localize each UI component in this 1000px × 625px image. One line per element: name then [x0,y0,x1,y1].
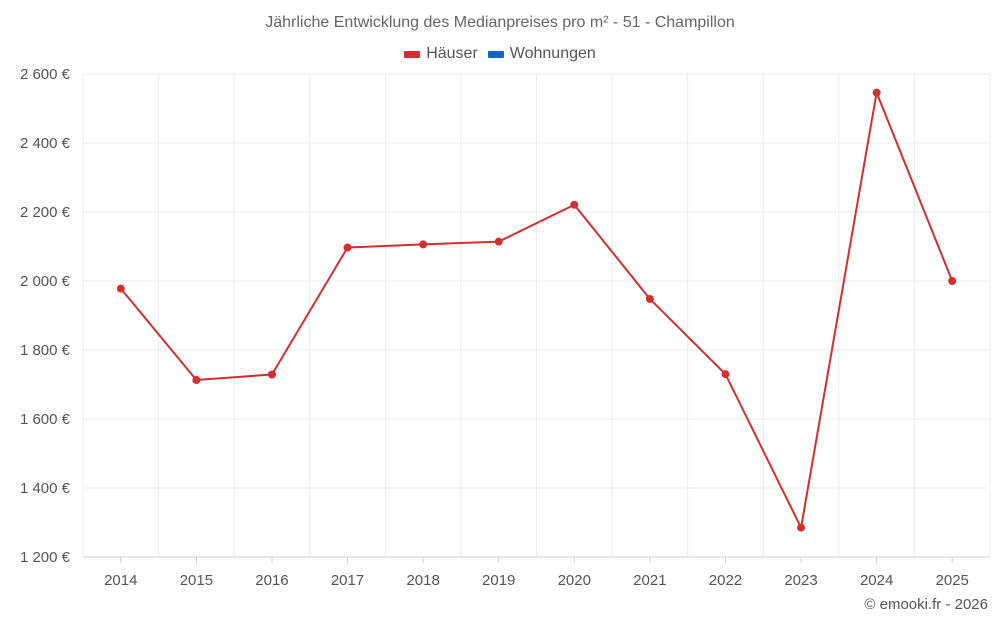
chart-legend: Häuser Wohnungen [0,45,1000,63]
data-point-haeuser[interactable] [192,376,201,385]
legend-item-haeuser[interactable]: Häuser [404,45,478,63]
x-tick-label: 2017 [331,572,364,589]
data-point-haeuser[interactable] [267,370,276,379]
data-point-haeuser[interactable] [570,200,579,209]
y-tick-label: 2 400 € [20,135,71,152]
y-axis: 1 200 € 1 400 € 1 600 € 1 800 € 2 000 € 2 200… [20,66,71,566]
x-tick-label: 2021 [633,572,666,589]
y-tick-label: 1 400 € [20,480,71,497]
grid-lines [82,73,991,558]
chart-title: Jährliche Entwicklung des Medianpreises … [265,14,735,31]
y-tick-label: 1 800 € [20,342,71,359]
x-tick-label: 2018 [406,572,439,589]
x-tick-label: 2020 [558,572,591,589]
data-point-haeuser[interactable] [343,243,352,252]
data-point-haeuser[interactable] [872,88,881,97]
x-tick-label: 2016 [255,572,288,589]
data-point-haeuser[interactable] [721,370,730,379]
data-point-haeuser[interactable] [116,284,125,293]
y-tick-label: 2 000 € [20,273,71,290]
y-tick-label: 2 200 € [20,204,71,221]
series-haeuser [116,88,957,532]
x-tick-label: 2019 [482,572,515,589]
x-tick-label: 2022 [709,572,742,589]
y-tick-label: 1 200 € [20,549,71,566]
x-tick-label: 2025 [936,572,969,589]
copyright-footer: © emooki.fr - 2026 [864,596,988,613]
x-axis: 2014 2015 2016 2017 2018 2019 2020 2021 2022 2023… [83,556,990,589]
legend-swatch-wohnungen [487,50,504,58]
x-tick-label: 2015 [180,572,213,589]
y-tick-label: 2 600 € [20,66,71,83]
data-point-haeuser[interactable] [797,523,806,532]
data-point-haeuser[interactable] [948,277,957,285]
legend-label-wohnungen: Wohnungen [509,45,596,62]
data-point-haeuser[interactable] [494,237,503,246]
legend-item-wohnungen[interactable]: Wohnungen [487,45,596,63]
y-tick-label: 1 600 € [20,411,71,428]
data-point-haeuser[interactable] [419,240,428,249]
legend-swatch-haeuser [404,50,421,58]
x-tick-label: 2014 [104,572,137,589]
x-tick-label: 2023 [784,572,817,589]
data-point-haeuser[interactable] [645,294,654,303]
legend-label-haeuser: Häuser [426,45,478,62]
series-line-haeuser [120,91,954,529]
x-tick-label: 2024 [860,572,893,589]
